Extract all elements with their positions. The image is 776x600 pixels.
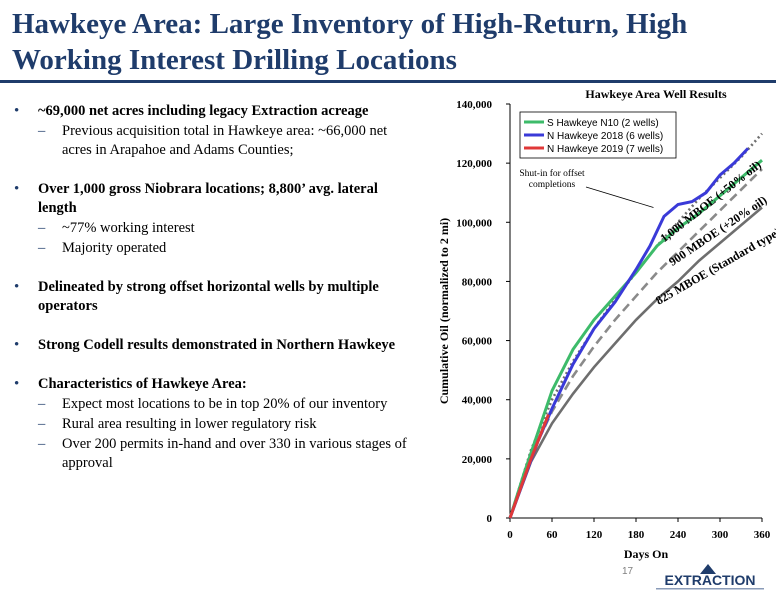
sub-bullet-marker: – [38,416,46,432]
sub-bullet-item: – Rural area resulting in lower regulator… [38,415,414,434]
page-number: 17 [622,566,634,577]
legend-label: S Hawkeye N10 (2 wells) [547,118,659,129]
annotation-pointer [585,186,654,208]
well-results-chart: Hawkeye Area Well Results 0 20,000 40,000 60… [424,84,776,574]
sub-bullet-item: – Over 200 permits in-hand and over 330 i… [38,435,414,473]
bullet-text: Over 1,000 gross Niobrara locations; 8,8… [38,181,378,216]
sub-bullet-item: – Previous acquisition total in Hawkeye a… [38,122,414,160]
bullet-item: • ~69,000 net acres including legacy Extr… [14,102,414,160]
slide-title: Hawkeye Area: Large Inventory of High-Re… [12,8,688,76]
y-tick-label: 80,000 [462,276,493,288]
sub-bullet-marker: – [38,436,46,452]
y-tick-label: 60,000 [462,336,493,348]
y-axis-label: Cumulative Oil (normalized to 2 mi) [437,218,451,404]
chart-svg: Hawkeye Area Well Results 0 20,000 40,000 60… [437,87,776,561]
type-curve-line [508,206,763,519]
extraction-logo: EXTRACTION [656,564,764,590]
x-tick-label: 0 [507,529,513,541]
x-tick-label: 180 [628,529,645,541]
legend-label: N Hawkeye 2019 (7 wells) [547,144,663,155]
type-curve-line [508,132,763,519]
x-axis-label: Days On [624,547,669,561]
title-divider [0,80,776,83]
legend-label: N Hawkeye 2018 (6 wells) [547,131,663,142]
bullet-marker: • [14,181,20,197]
sub-bullet-marker: – [38,240,46,256]
bullet-text: ~69,000 net acres including legacy Extra… [38,103,369,119]
bullet-marker: • [14,103,20,119]
x-tick-label: 240 [670,529,687,541]
sub-bullet-item: – Expect most locations to be in top 20% … [38,395,414,414]
bullet-text: Characteristics of Hawkeye Area: [38,376,247,392]
sub-bullet-text: Majority operated [62,240,167,256]
bullet-text: Delineated by strong offset horizontal w… [38,279,379,314]
bullet-item: • Characteristics of Hawkeye Area: – Expect… [14,375,414,473]
sub-bullet-item: – Majority operated [38,239,414,258]
series-line [508,413,550,519]
bullet-item: • Strong Codell results demonstrated in N… [14,336,414,355]
x-tick-label: 60 [547,529,559,541]
sub-bullet-item: – ~77% working interest [38,219,414,238]
sub-bullet-text: ~77% working interest [62,220,195,236]
sub-bullet-text: Expect most locations to be in top 20% o… [62,396,388,412]
svg-text:EXTRACTION: EXTRACTION [665,572,756,588]
sub-bullet-text: Rural area resulting in lower regulatory… [62,416,317,432]
sub-bullet-text: Over 200 permits in-hand and over 330 in… [62,436,407,471]
sub-bullet-text: Previous acquisition total in Hawkeye ar… [62,123,388,158]
y-tick-label: 40,000 [462,395,493,407]
sub-bullet-marker: – [38,220,46,236]
bullet-marker: • [14,337,20,353]
legend-box [519,111,677,159]
bullet-marker: • [14,376,20,392]
y-tick-label: 140,000 [456,99,492,111]
sub-bullet-marker: – [38,123,46,139]
y-tick-label: 20,000 [462,454,493,466]
y-tick-label: 120,000 [456,158,492,170]
x-tick-label: 360 [754,529,771,541]
x-tick-label: 120 [586,529,603,541]
bullet-list: • ~69,000 net acres including legacy Extr… [14,102,414,493]
shut-in-annotation: Shut-in for offset completions [519,168,585,190]
bullet-text: Strong Codell results demonstrated in No… [38,337,396,353]
bullet-item: • Over 1,000 gross Niobrara locations; 8,… [14,180,414,258]
sub-bullet-marker: – [38,396,46,412]
bullet-item: • Delineated by strong offset horizontal … [14,278,414,316]
chart-title: Hawkeye Area Well Results [585,87,727,101]
y-tick-label: 100,000 [456,217,492,229]
series-line [508,159,763,519]
y-tick-label: 0 [487,513,493,525]
bullet-marker: • [14,279,20,295]
x-tick-label: 300 [712,529,729,541]
